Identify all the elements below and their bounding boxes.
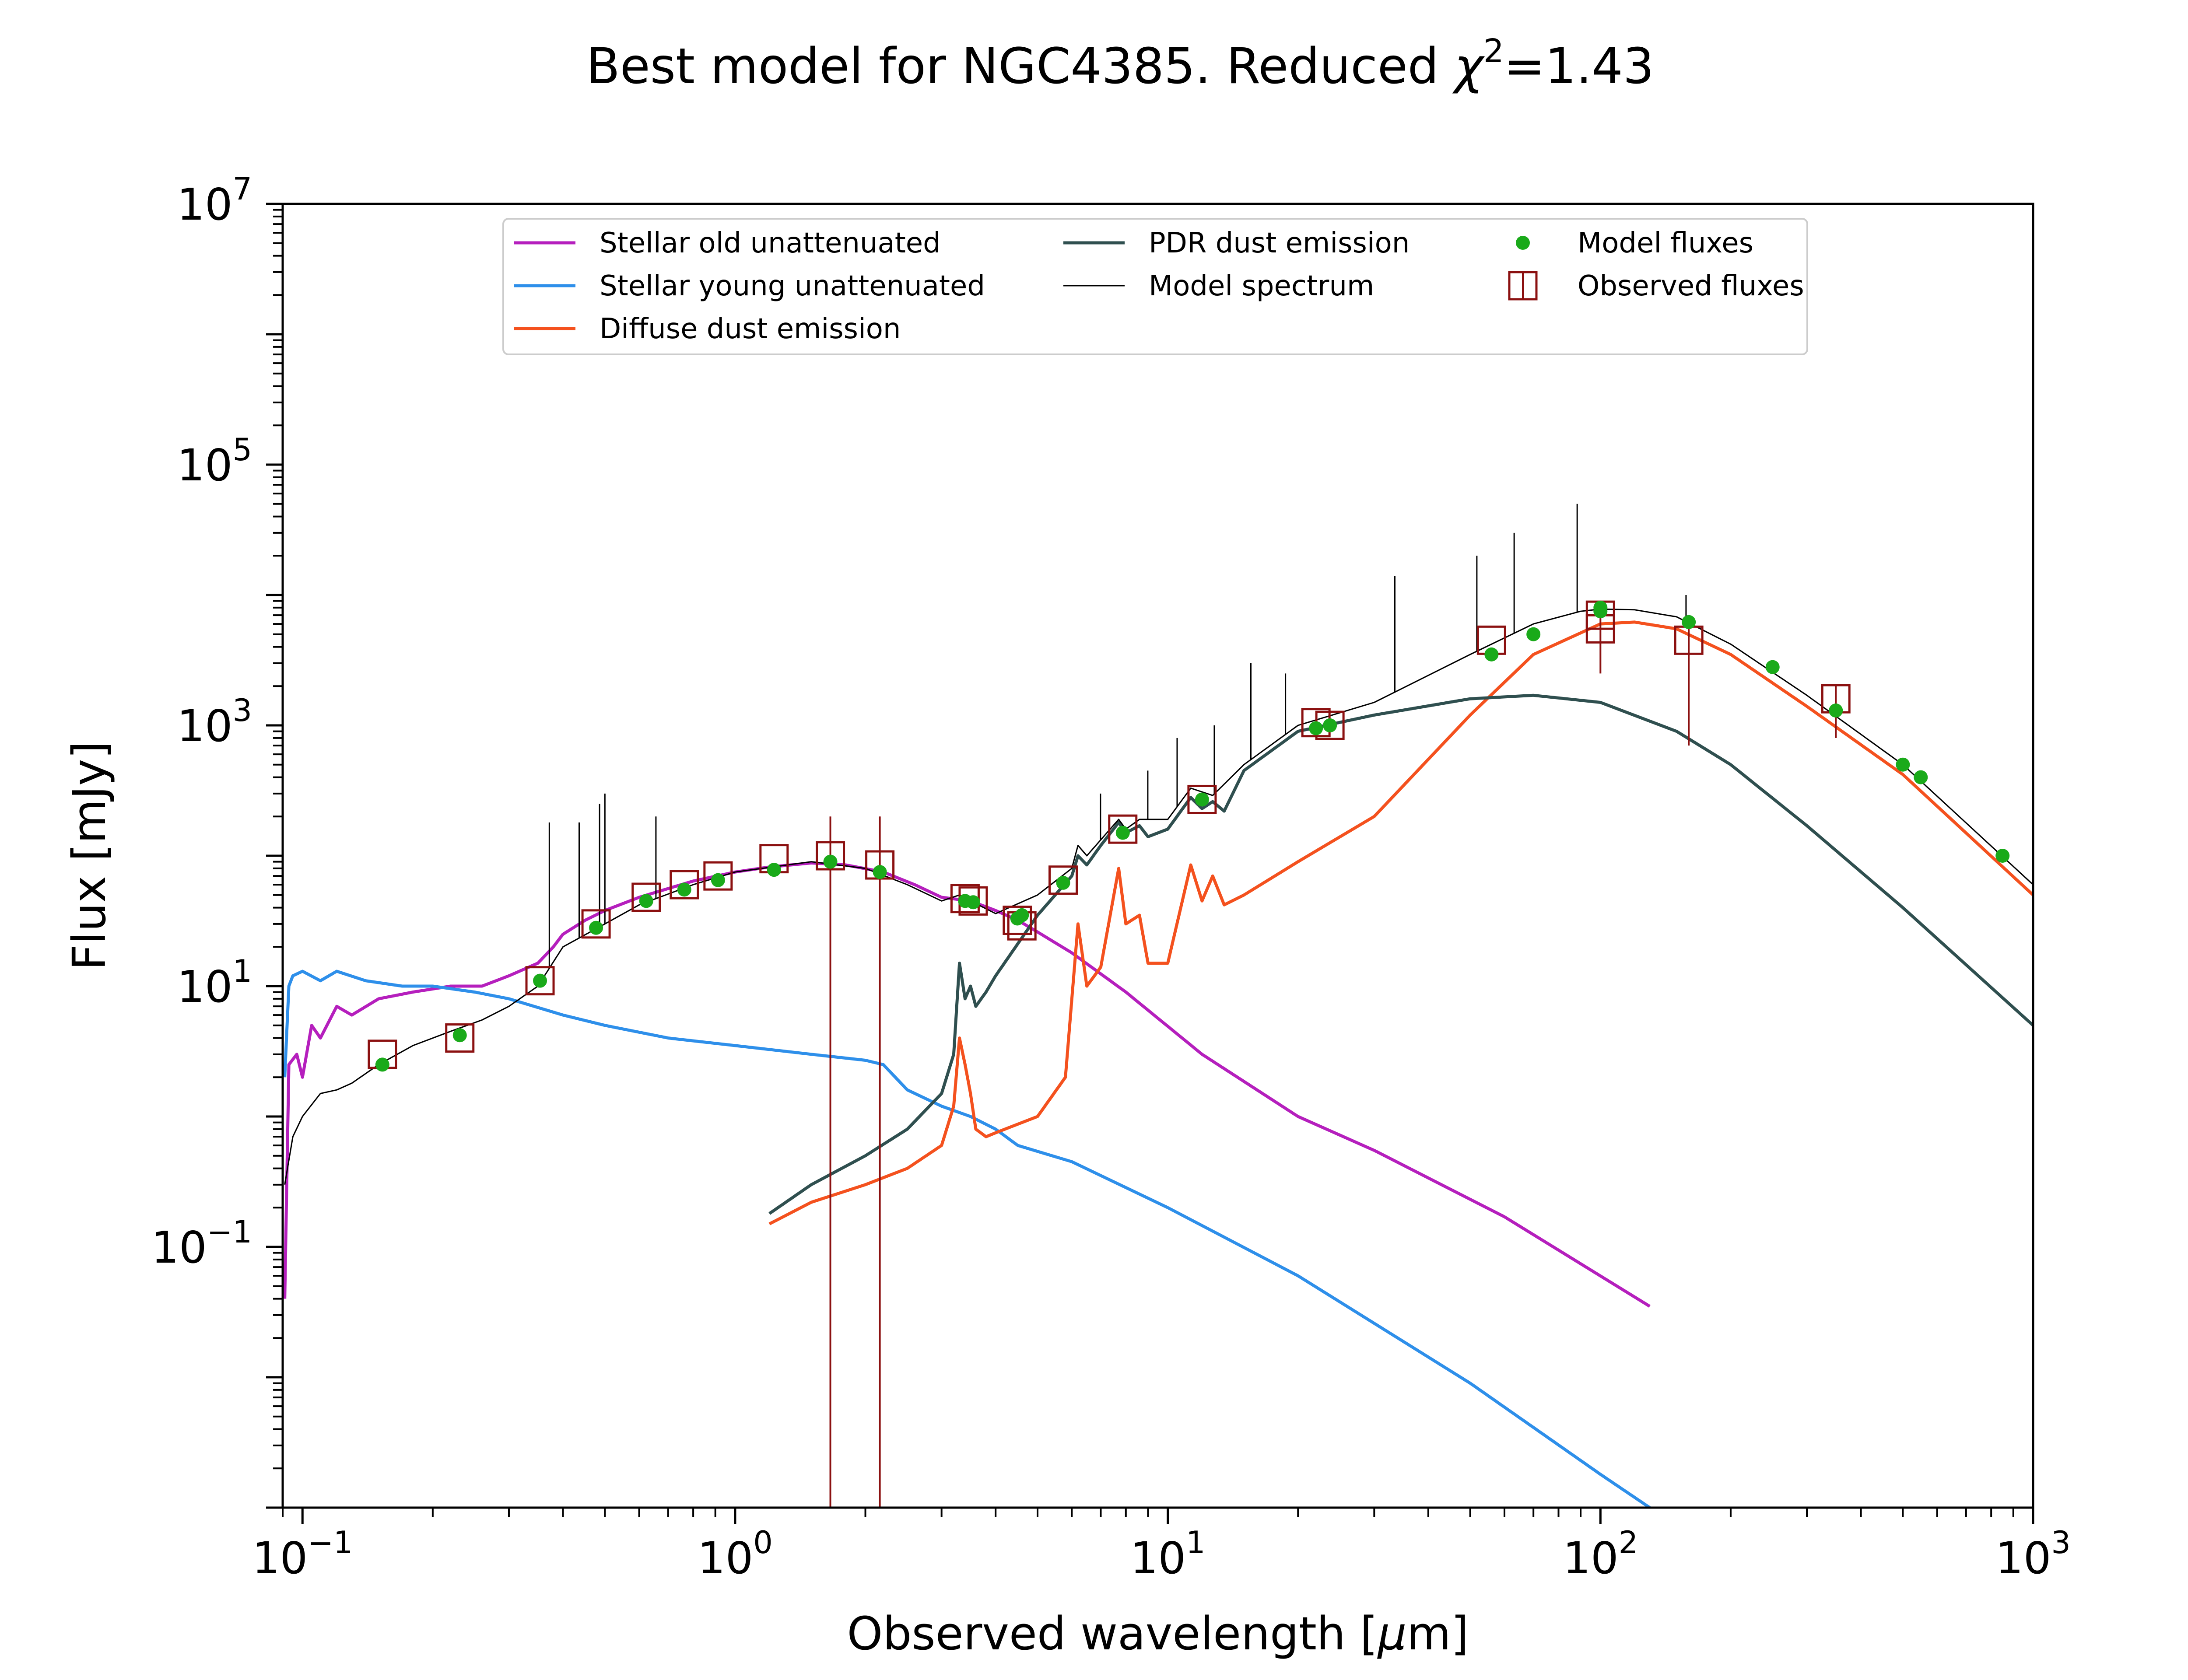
- observed-flux-point: [631, 882, 661, 912]
- model-flux-point: [1056, 875, 1070, 890]
- y-tick-label-4: 107: [177, 171, 252, 230]
- model-flux-point: [1484, 647, 1499, 662]
- x-tick-label-1: 100: [698, 1525, 773, 1584]
- legend-label-6: Observed fluxes: [1578, 270, 1804, 302]
- model-flux-point: [1896, 757, 1910, 772]
- legend-label-0: Stellar old unattenuated: [600, 227, 941, 259]
- observed-flux-point: [1048, 865, 1078, 895]
- model-flux-point: [1309, 721, 1323, 735]
- y-tick-label-1: 101: [177, 953, 252, 1012]
- model-flux-point: [1526, 627, 1541, 641]
- legend-swatch-5: [1516, 236, 1530, 250]
- model-flux-point: [1115, 826, 1130, 840]
- legend-box: [502, 218, 1808, 355]
- y-tick-label-2: 103: [177, 693, 252, 752]
- model-flux-point: [767, 863, 781, 877]
- model-flux-point: [1829, 704, 1843, 718]
- chart-title: Best model for NGC4385. Reduced χ2=1.43: [586, 32, 1654, 95]
- model-flux-point: [677, 882, 691, 897]
- legend-label-2: Diffuse dust emission: [600, 313, 901, 345]
- legend: Stellar old unattenuated Stellar young un…: [502, 218, 1808, 355]
- model-flux-point: [1914, 770, 1928, 784]
- observed-flux-point: [581, 909, 611, 939]
- observed-flux-point: [670, 870, 699, 900]
- x-tick-label-4: 103: [1995, 1525, 2071, 1584]
- x-tick-label-2: 101: [1130, 1525, 1206, 1584]
- observed-flux-point: [1187, 784, 1217, 814]
- model-flux-point: [823, 854, 838, 869]
- model-flux-point: [452, 1028, 467, 1043]
- observed-flux-point: [525, 966, 555, 996]
- legend-label-4: Model spectrum: [1149, 270, 1374, 302]
- model-flux-point: [1995, 849, 2010, 863]
- observed-flux-point: [1003, 905, 1032, 935]
- model-flux-point: [589, 920, 603, 935]
- x-tick-label-0: 10−1: [252, 1525, 353, 1584]
- model-flux-point: [1593, 600, 1608, 615]
- observed-flux-point: [1108, 814, 1138, 844]
- y-tick-label-0: 10−1: [151, 1214, 252, 1273]
- model-flux-point: [966, 895, 980, 910]
- legend-label-3: PDR dust emission: [1149, 227, 1410, 259]
- model-flux-point: [1682, 615, 1696, 629]
- model-flux-point: [375, 1057, 389, 1072]
- plot-area: [283, 504, 2033, 1508]
- x-axis-label: Observed wavelength [μm]: [847, 1607, 1469, 1660]
- model-flux-point: [873, 865, 887, 879]
- model-flux-point: [1323, 718, 1337, 732]
- model-flux-point: [1015, 908, 1029, 922]
- legend-label-1: Stellar young unattenuated: [600, 270, 985, 302]
- series-line-1: [283, 970, 1651, 1508]
- model-flux-point: [1195, 792, 1209, 807]
- model-flux-point: [711, 873, 725, 887]
- y-axis-label: Flux [mJy]: [63, 741, 116, 970]
- legend-label-5: Model fluxes: [1578, 227, 1753, 259]
- series-line-0: [283, 861, 1651, 1308]
- observed-flux-point: [445, 1023, 475, 1053]
- model-flux-point: [533, 973, 547, 988]
- y-tick-label-3: 105: [177, 432, 252, 491]
- model-flux-point: [1765, 660, 1780, 674]
- observed-flux-point: [816, 841, 845, 871]
- observed-flux-point: [703, 861, 733, 891]
- x-tick-label-3: 102: [1563, 1525, 1638, 1584]
- model-flux-point: [639, 894, 653, 908]
- axes: 10−1 100 101 102 103 10−1 101 103 105 107: [151, 171, 2071, 1584]
- series-line-4: [284, 608, 2033, 1185]
